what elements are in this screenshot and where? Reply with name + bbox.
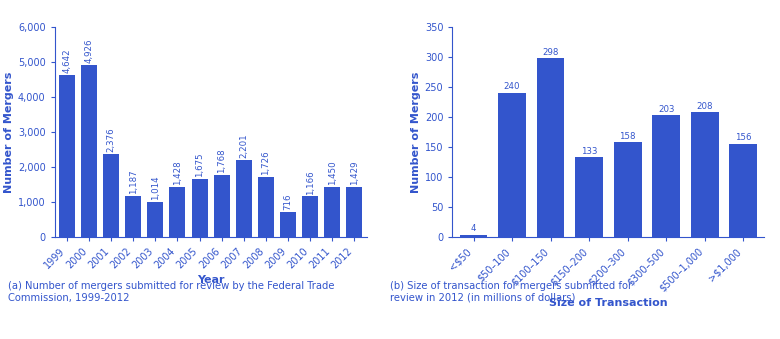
- Text: 298: 298: [542, 47, 558, 57]
- Bar: [691, 113, 718, 237]
- Text: 203: 203: [658, 105, 675, 114]
- Text: 156: 156: [735, 133, 751, 142]
- Text: 1,675: 1,675: [195, 152, 204, 177]
- Bar: [498, 93, 526, 237]
- Y-axis label: Number of Mergers: Number of Mergers: [4, 72, 14, 193]
- Text: 4: 4: [471, 224, 477, 233]
- Text: (b) Size of transaction for mergers submitted for
review in 2012 (in millions of: (b) Size of transaction for mergers subm…: [390, 281, 632, 303]
- Text: 240: 240: [504, 82, 520, 92]
- Bar: [81, 65, 97, 237]
- Text: 1,450: 1,450: [328, 160, 337, 184]
- Text: 2,201: 2,201: [239, 134, 248, 158]
- Bar: [236, 160, 252, 237]
- Text: 133: 133: [581, 147, 597, 156]
- Text: 1,768: 1,768: [217, 149, 226, 174]
- Bar: [258, 177, 274, 237]
- Text: 208: 208: [697, 102, 713, 111]
- Text: 1,429: 1,429: [350, 161, 359, 185]
- Text: 1,187: 1,187: [129, 169, 137, 194]
- Bar: [280, 212, 296, 237]
- Text: (a) Number of mergers submitted for review by the Federal Trade
Commission, 1999: (a) Number of mergers submitted for revi…: [8, 281, 335, 303]
- Bar: [576, 157, 603, 237]
- Text: 4,926: 4,926: [84, 38, 94, 63]
- Bar: [302, 197, 318, 237]
- X-axis label: Size of Transaction: Size of Transaction: [549, 298, 668, 308]
- Bar: [103, 154, 119, 237]
- Text: 1,726: 1,726: [261, 150, 271, 175]
- Bar: [324, 186, 340, 237]
- X-axis label: Year: Year: [197, 275, 225, 285]
- Bar: [192, 179, 207, 237]
- Bar: [652, 115, 680, 237]
- Bar: [169, 187, 186, 237]
- Text: 1,166: 1,166: [306, 170, 314, 195]
- Bar: [147, 202, 163, 237]
- Text: 2,376: 2,376: [107, 127, 115, 152]
- Text: 1,428: 1,428: [173, 161, 182, 185]
- Text: 158: 158: [619, 132, 636, 141]
- Bar: [214, 175, 229, 237]
- Bar: [537, 58, 565, 237]
- Text: 4,642: 4,642: [62, 48, 71, 73]
- Text: 716: 716: [284, 194, 292, 210]
- Text: 1,014: 1,014: [151, 175, 160, 200]
- Bar: [346, 187, 363, 237]
- Bar: [125, 196, 141, 237]
- Bar: [729, 144, 757, 237]
- Y-axis label: Number of Mergers: Number of Mergers: [410, 72, 420, 193]
- Bar: [614, 142, 641, 237]
- Bar: [58, 75, 75, 237]
- Bar: [459, 235, 488, 237]
